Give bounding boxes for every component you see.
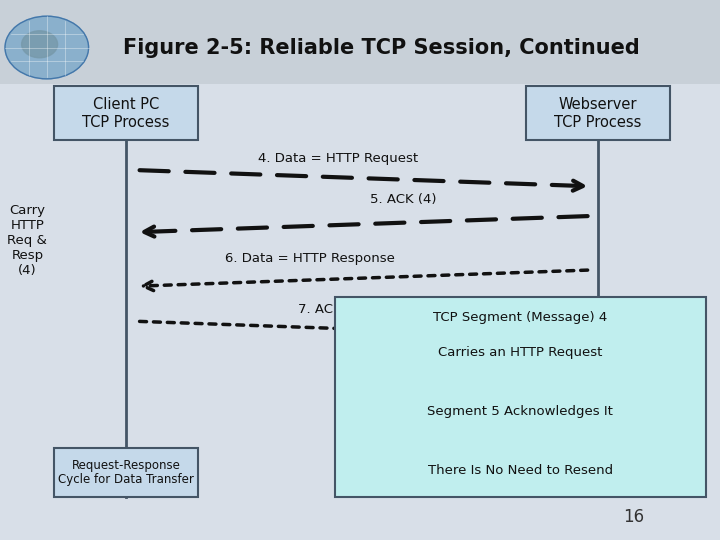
Text: Segment 5 Acknowledges It: Segment 5 Acknowledges It (427, 405, 613, 418)
Circle shape (22, 31, 58, 58)
Text: TCP Segment (Message) 4: TCP Segment (Message) 4 (433, 310, 608, 323)
Text: 4. Data = HTTP Request: 4. Data = HTTP Request (258, 152, 418, 165)
Text: Request-Response
Cycle for Data Transfer: Request-Response Cycle for Data Transfer (58, 458, 194, 487)
Text: Client PC
TCP Process: Client PC TCP Process (82, 97, 170, 130)
Circle shape (5, 16, 89, 79)
FancyBboxPatch shape (526, 86, 670, 140)
FancyBboxPatch shape (335, 297, 706, 497)
Text: Figure 2-5: Reliable TCP Session, Continued: Figure 2-5: Reliable TCP Session, Contin… (123, 37, 640, 58)
Text: Webserver
TCP Process: Webserver TCP Process (554, 97, 642, 130)
Text: 7. ACK (6): 7. ACK (6) (298, 303, 364, 316)
Text: Carry
HTTP
Req &
Resp
(4): Carry HTTP Req & Resp (4) (7, 204, 48, 277)
Text: 16: 16 (623, 509, 644, 526)
Text: There Is No Need to Resend: There Is No Need to Resend (428, 464, 613, 477)
FancyBboxPatch shape (54, 86, 198, 140)
FancyBboxPatch shape (0, 0, 720, 84)
Text: 6. Data = HTTP Response: 6. Data = HTTP Response (225, 252, 395, 265)
FancyBboxPatch shape (54, 448, 198, 497)
Text: Carries an HTTP Request: Carries an HTTP Request (438, 346, 603, 359)
Text: 5. ACK (4): 5. ACK (4) (370, 193, 436, 206)
